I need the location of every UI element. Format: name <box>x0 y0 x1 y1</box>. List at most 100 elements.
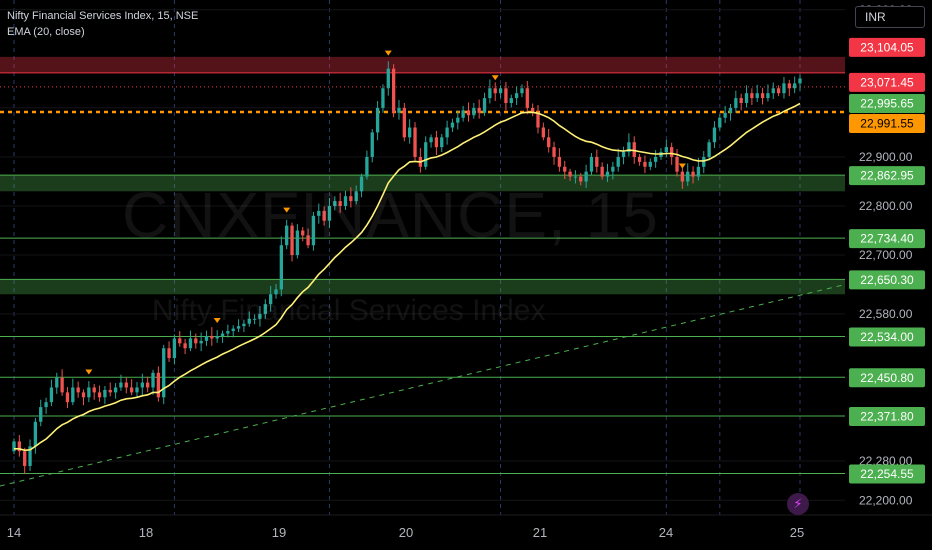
candle-body <box>456 117 460 123</box>
candle-body <box>349 196 353 202</box>
candle-body <box>167 348 171 359</box>
price-label-text: 22,371.80 <box>860 410 914 424</box>
signal-marker-icon <box>213 317 221 323</box>
trendline-line <box>0 284 846 487</box>
candle-body <box>675 156 679 172</box>
candle-body <box>311 215 316 246</box>
candle-body <box>44 402 48 408</box>
price-label: 22,450.80 <box>849 368 925 388</box>
signal-marker-icon <box>491 75 499 81</box>
support-zone <box>0 279 845 295</box>
candle-body <box>183 343 187 349</box>
candles <box>12 61 802 474</box>
candle-body <box>33 421 38 447</box>
candle-body <box>204 335 209 341</box>
price-label-bg <box>849 368 925 388</box>
horizontal-levels <box>0 110 845 475</box>
candle-body <box>359 176 364 192</box>
price-label: 22,254.55 <box>849 464 925 484</box>
x-tick-label: 24 <box>659 525 673 540</box>
candle-body <box>391 68 396 113</box>
candle-body <box>798 78 802 84</box>
candle-body <box>440 137 444 148</box>
candle-body <box>199 340 203 344</box>
candle-body <box>466 110 471 116</box>
candle-body <box>81 392 86 398</box>
candle-body <box>151 372 155 388</box>
candle-body <box>317 210 321 216</box>
candle-body <box>766 93 770 99</box>
candle-body <box>17 441 22 452</box>
price-label-bg <box>849 407 925 427</box>
legend-indicator[interactable]: EMA (20, close) <box>7 26 85 38</box>
price-label-bg <box>849 270 925 290</box>
y-tick-label: 22,200.00 <box>859 493 913 507</box>
candle-body <box>584 171 588 182</box>
candle-body <box>472 107 476 116</box>
legend-symbol[interactable]: Nifty Financial Services Index, 15, NSE <box>7 10 199 22</box>
candle-body <box>156 372 161 398</box>
candle-body <box>231 328 235 332</box>
candle-body <box>525 88 529 108</box>
candle-body <box>718 117 722 128</box>
signal-markers <box>85 50 686 375</box>
signal-marker-icon <box>283 207 291 213</box>
candle-body <box>285 225 289 246</box>
candle-body <box>39 407 43 422</box>
time-axis[interactable]: 14 18 19 20 21 24 25 <box>0 514 932 550</box>
candle-body <box>424 142 428 167</box>
price-axis[interactable]: 23,200.0023,000.0022,900.0022,800.0022,7… <box>845 0 932 550</box>
price-label: 22,995.65 <box>849 94 925 114</box>
candle-body <box>402 107 406 138</box>
candle-body <box>354 191 358 202</box>
candle-body <box>595 156 599 167</box>
candle-body <box>215 335 219 339</box>
candle-body <box>97 392 102 398</box>
candle-body <box>488 88 492 99</box>
candle-body <box>172 338 177 359</box>
candle-body <box>557 156 562 167</box>
candle-body <box>536 112 540 128</box>
candle-body <box>274 289 278 295</box>
price-label: 23,104.05 <box>849 37 925 57</box>
x-tick-label: 14 <box>7 525 21 540</box>
candle-body <box>119 382 123 388</box>
price-label-text: 22,991.55 <box>860 117 914 131</box>
candle-body <box>450 122 455 128</box>
support-zone <box>0 175 845 192</box>
price-label-text: 23,071.45 <box>860 75 914 89</box>
candle-body <box>408 127 412 138</box>
candle-body <box>23 451 27 466</box>
price-label-bg <box>849 229 925 249</box>
candle-body <box>375 107 380 133</box>
currency-button[interactable]: INR <box>855 6 925 28</box>
candle-body <box>787 83 791 89</box>
x-tick-label: 19 <box>272 525 286 540</box>
candle-body <box>327 206 332 221</box>
price-label-text: 22,254.55 <box>860 467 914 481</box>
price-label: 22,371.80 <box>849 407 925 427</box>
candle-body <box>648 161 652 167</box>
candle-body <box>504 88 508 103</box>
lightning-icon[interactable]: ⚡ <box>787 493 809 515</box>
candle-body <box>295 230 300 256</box>
candle-body <box>552 147 556 157</box>
candle-body <box>461 110 465 118</box>
price-label-bg <box>849 166 925 186</box>
candle-body <box>247 318 251 324</box>
price-label-bg <box>849 37 925 57</box>
candle-body <box>129 387 134 393</box>
price-label-bg <box>849 94 925 114</box>
price-label: 23,071.45 <box>849 72 925 92</box>
candle-body <box>279 245 284 290</box>
price-label: 22,650.30 <box>849 270 925 290</box>
candle-body <box>188 338 193 349</box>
candle-body <box>194 338 198 344</box>
candle-body <box>135 387 139 393</box>
price-label-bg <box>849 72 925 92</box>
signal-marker-icon <box>678 163 686 169</box>
candle-body <box>146 382 150 388</box>
candle-body <box>728 107 733 113</box>
candle-body <box>712 127 717 143</box>
